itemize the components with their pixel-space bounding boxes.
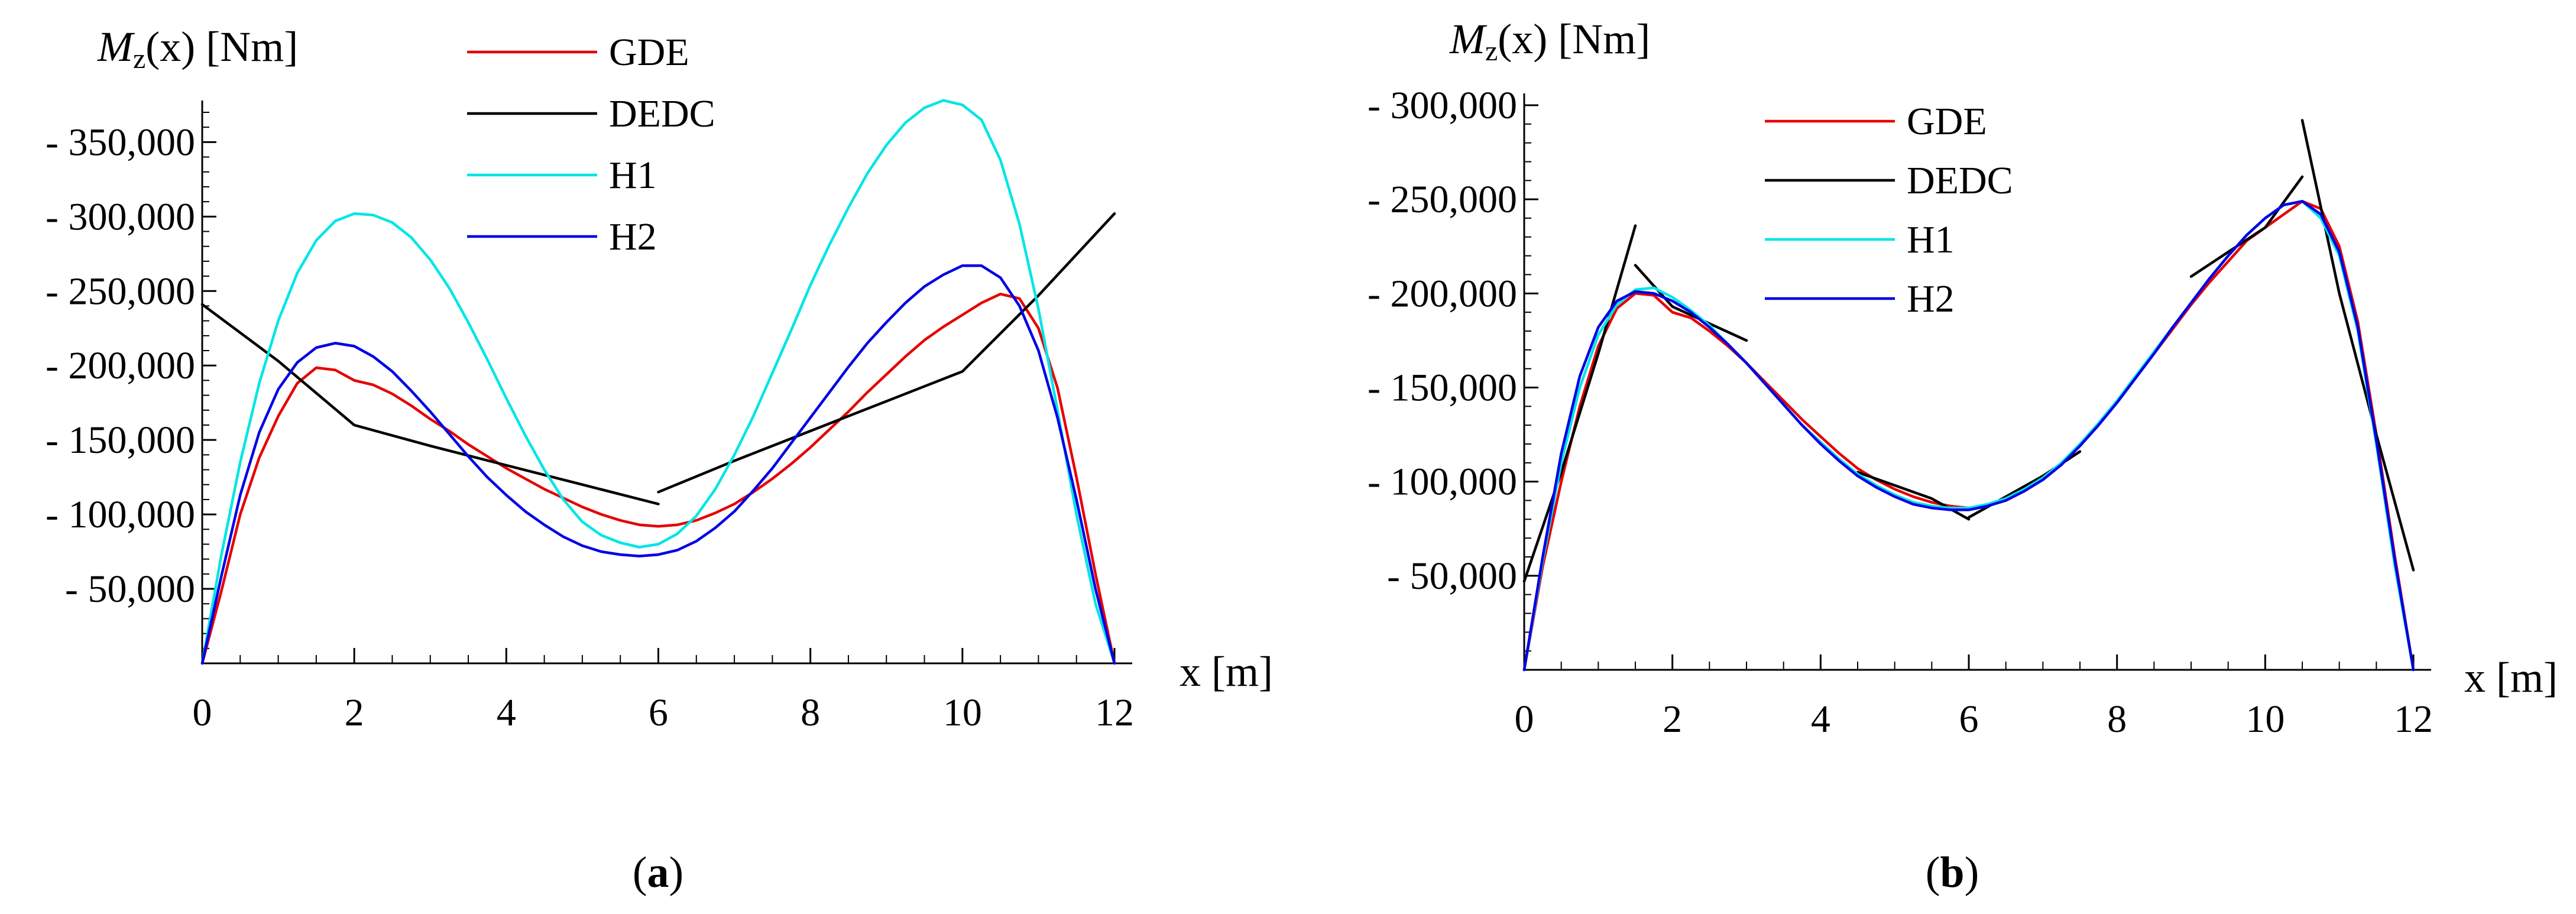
y-tick-label: - 300,000 [1368,84,1517,127]
y-tick-label: - 150,000 [1368,367,1517,410]
x-tick-label: 12 [1095,691,1134,734]
series-line-dedc [1522,224,1637,583]
series-line-dedc [200,303,660,505]
x-tick-label: 4 [1811,698,1830,741]
series-line-dedc [657,212,1116,494]
y-tick-label: - 200,000 [46,344,195,387]
panel-b: 0 2 4 6 8 10 12 - 50,000 - 100,000 - 150,000 - 200… [1368,15,2558,897]
y-axis-title-rest: (x) [Nm] [1498,15,1650,63]
y-axis-title: Mz(x) [Nm] [97,23,298,74]
x-tick-label: 4 [497,691,516,734]
panel-label: (b) [1926,848,1979,897]
series-line-gde [200,293,1116,665]
x-axis-title: x [m] [2464,654,2558,701]
series-line-dedc [2189,175,2304,278]
y-tick-label: - 150,000 [46,419,195,462]
x-axis-title: x [m] [1180,648,1273,695]
panel-label-open: ( [1926,848,1940,897]
legend-label: H1 [609,154,657,197]
series-line-h2 [1522,200,2415,672]
legend-label: H2 [609,215,657,258]
panel-label-letter: b [1940,848,1964,897]
y-tick-label: - 100,000 [46,493,195,536]
x-tick-label: 0 [1515,698,1534,741]
panel-label-open: ( [633,848,647,897]
panel-label: (a) [633,848,683,897]
y-tick-label: - 100,000 [1368,461,1517,504]
x-tick-label: 8 [801,691,820,734]
x-tick-label: 0 [193,691,212,734]
y-tick-label: - 50,000 [1387,555,1517,598]
panel-label-close: ) [669,848,684,897]
x-tick-label: 10 [943,691,982,734]
x-tick-label: 2 [345,691,364,734]
panel-a: 0 2 4 6 8 10 12 - 50,000 - 100,000 - 150,000 - 200… [46,23,1273,897]
y-axis-title-symbol: M [1449,15,1488,63]
legend-label: GDE [609,31,689,74]
y-tick-label: - 200,000 [1368,272,1517,315]
y-axis-title-symbol: M [97,23,135,70]
y-tick-label: - 250,000 [46,270,195,313]
legend-label: DEDC [1907,159,2013,202]
y-tick-label: - 350,000 [46,121,195,164]
legend-label: DEDC [609,92,715,135]
series-line-dedc [1634,264,1748,342]
x-tick-label: 8 [2107,698,2127,741]
y-tick-label: - 250,000 [1368,178,1517,221]
series-line-h2 [200,264,1116,665]
series-line-h1 [200,99,1116,665]
series-line-gde [1522,200,2415,672]
x-tick-label: 6 [1959,698,1979,741]
x-tick-label: 12 [2394,698,2433,741]
y-tick-label: - 300,000 [46,195,195,238]
x-tick-label: 10 [2246,698,2285,741]
legend-label: H2 [1907,277,1955,320]
legend-label: GDE [1907,100,1987,143]
panel-label-close: ) [1965,848,1979,897]
y-axis-title-subscript: z [133,43,145,74]
y-axis-title-subscript: z [1485,35,1498,67]
panel-label-letter: a [647,848,669,897]
x-tick-label: 6 [649,691,668,734]
legend-label: H1 [1907,218,1955,261]
series-line-dedc [2300,119,2415,572]
x-tick-label: 2 [1663,698,1682,741]
series-line-h1 [1522,200,2415,672]
y-tick-label: - 50,000 [65,568,195,611]
y-axis-title-rest: (x) [Nm] [145,23,298,70]
y-axis-title: Mz(x) [Nm] [1449,15,1650,67]
